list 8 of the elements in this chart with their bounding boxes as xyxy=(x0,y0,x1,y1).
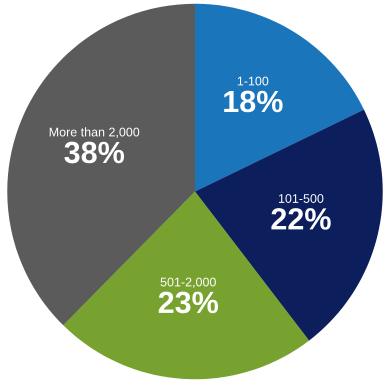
slice-label: 1-100 xyxy=(238,76,268,86)
slice-label: 501-2,000 xyxy=(160,278,216,288)
data-label: 38% xyxy=(64,142,124,164)
slice-label: 101-500 xyxy=(278,194,324,203)
data-label: 22% xyxy=(271,208,331,230)
slice-label: More than 2,000 xyxy=(50,127,140,138)
data-label: 18% xyxy=(224,90,283,112)
data-label: 23% xyxy=(158,292,218,314)
